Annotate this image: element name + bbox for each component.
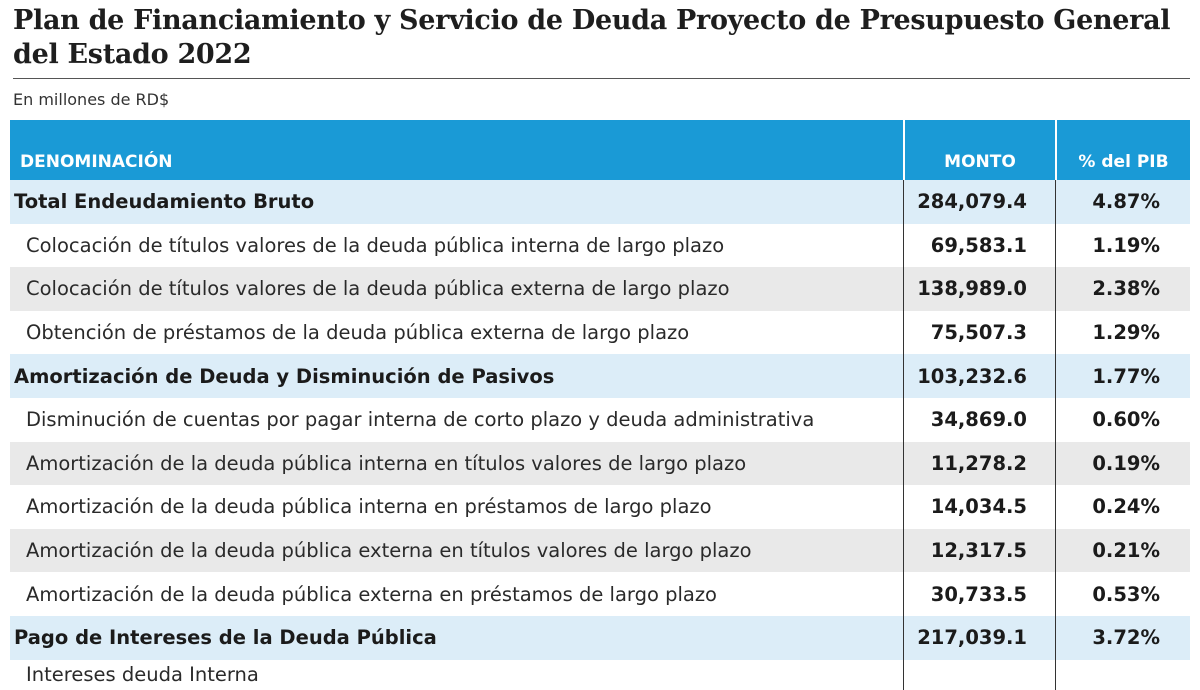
- row-label: Amortización de Deuda y Disminución de P…: [14, 364, 555, 388]
- row-pib: 1.29%: [1055, 310, 1190, 355]
- row-label: Amortización de la deuda pública externa…: [26, 582, 717, 606]
- row-monto: 284,079.4: [903, 180, 1055, 224]
- row-pib: 0.60%: [1055, 397, 1190, 442]
- row-monto: 138,989.0: [903, 267, 1055, 311]
- row-monto: 217,039.1: [903, 615, 1055, 660]
- table-header: DENOMINACIÓN MONTO % del PIB: [10, 120, 1190, 180]
- table-row: Amortización de la deuda pública externa…: [10, 572, 1190, 616]
- table-row: Disminución de cuentas por pagar interna…: [10, 397, 1190, 442]
- table-row: Colocación de títulos valores de la deud…: [10, 223, 1190, 268]
- row-monto: 14,034.5: [903, 485, 1055, 529]
- title-divider: [13, 78, 1190, 79]
- header-monto: MONTO: [903, 120, 1055, 180]
- chart-title: Plan de Financiamiento y Servicio de Deu…: [13, 5, 1171, 70]
- row-pib: 0.21%: [1055, 528, 1190, 573]
- table-row: Amortización de la deuda pública externa…: [10, 528, 1190, 573]
- row-label: Pago de Intereses de la Deuda Pública: [14, 626, 437, 650]
- table-row: Colocación de títulos valores de la deud…: [10, 267, 1190, 311]
- table-row: Obtención de préstamos de la deuda públi…: [10, 310, 1190, 355]
- units-subtitle: En millones de RD$: [13, 90, 170, 109]
- row-label: Colocación de títulos valores de la deud…: [26, 277, 730, 301]
- row-pib: 1.77%: [1055, 354, 1190, 398]
- row-pib: 0.19%: [1055, 441, 1190, 486]
- table-group-row: Total Endeudamiento Bruto 284,079.4 4.87%: [10, 180, 1190, 224]
- row-pib: 1.19%: [1055, 223, 1190, 268]
- row-label: Amortización de la deuda pública interna…: [26, 495, 712, 519]
- row-label: Amortización de la deuda pública externa…: [26, 539, 752, 563]
- table-row: Amortización de la deuda pública interna…: [10, 441, 1190, 486]
- row-label: Colocación de títulos valores de la deud…: [26, 233, 725, 257]
- row-pib: 3.72%: [1055, 615, 1190, 660]
- row-monto: 12,317.5: [903, 528, 1055, 573]
- row-monto: 75,507.3: [903, 310, 1055, 355]
- row-pib: 0.53%: [1055, 572, 1190, 616]
- debt-table: DENOMINACIÓN MONTO % del PIB Total Endeu…: [10, 120, 1190, 690]
- table-group-row: Amortización de Deuda y Disminución de P…: [10, 354, 1190, 398]
- row-label: Obtención de préstamos de la deuda públi…: [26, 321, 690, 345]
- row-monto: 103,232.6: [903, 354, 1055, 398]
- header-denominacion: DENOMINACIÓN: [20, 152, 173, 172]
- row-monto: 30,733.5: [903, 572, 1055, 616]
- row-pib: 4.87%: [1055, 180, 1190, 224]
- table-body: Total Endeudamiento Bruto 284,079.4 4.87% C…: [10, 180, 1190, 690]
- table-row: Amortización de la deuda pública interna…: [10, 485, 1190, 529]
- row-label: Amortización de la deuda pública interna…: [26, 451, 747, 475]
- row-monto: 69,583.1: [903, 223, 1055, 268]
- row-monto: 34,869.0: [903, 397, 1055, 442]
- row-label: Disminución de cuentas por pagar interna…: [26, 408, 815, 432]
- row-monto: 11,278.2: [903, 441, 1055, 486]
- row-label: Total Endeudamiento Bruto: [14, 190, 315, 214]
- row-pib: 0.24%: [1055, 485, 1190, 529]
- row-pib: 2.38%: [1055, 267, 1190, 311]
- table-group-row: Pago de Intereses de la Deuda Pública 217…: [10, 615, 1190, 660]
- header-pib: % del PIB: [1055, 120, 1190, 180]
